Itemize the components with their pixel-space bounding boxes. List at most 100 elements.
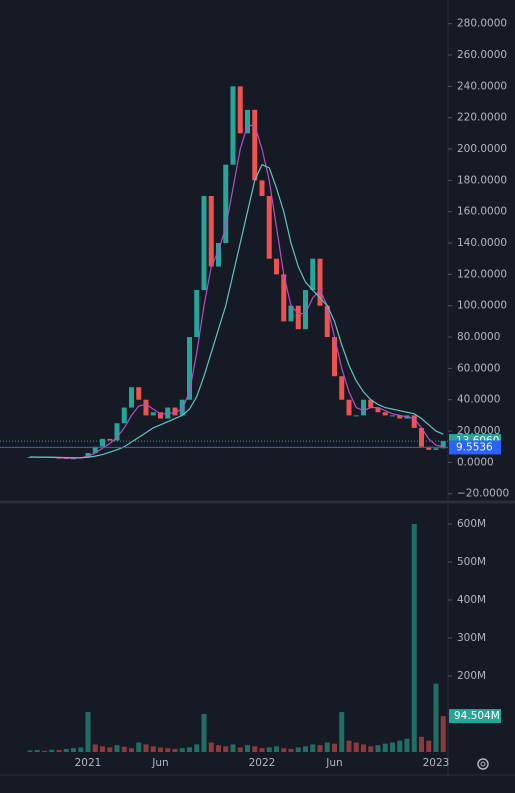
volume-bar — [34, 750, 40, 752]
price-label: 9.5536 — [456, 441, 493, 453]
volume-bar — [136, 742, 142, 752]
candle — [92, 446, 98, 453]
candle — [303, 290, 308, 330]
volume-bar — [375, 745, 381, 752]
volume-bar — [303, 746, 308, 752]
volume-bar — [56, 750, 62, 752]
volume-bar — [63, 748, 69, 752]
y-tick-label: 0.0000 — [457, 456, 494, 468]
y-tick-label: 500M — [457, 556, 486, 568]
volume-bar — [411, 524, 417, 752]
candle — [100, 438, 105, 447]
volume-bar — [266, 747, 272, 752]
volume-bar — [433, 683, 439, 752]
candle — [295, 305, 301, 330]
volume-bar — [419, 736, 424, 752]
candle — [85, 452, 91, 458]
y-tick-label: 40.0000 — [457, 394, 500, 406]
candle — [411, 415, 417, 428]
candle — [310, 258, 316, 291]
volume-bar — [310, 744, 316, 752]
x-tick-label: Jun — [325, 757, 342, 769]
y-tick-label: 60.0000 — [457, 362, 500, 374]
candle — [187, 337, 192, 400]
volume-bar — [85, 712, 91, 752]
candle — [150, 412, 156, 416]
candle — [324, 305, 330, 338]
volume-bar — [382, 743, 388, 752]
candle — [274, 258, 279, 275]
candle — [216, 243, 221, 267]
candle — [426, 446, 432, 450]
volume-bar — [100, 746, 105, 752]
candle — [158, 412, 163, 419]
candle — [288, 305, 294, 322]
y-tick-label: 240.0000 — [457, 80, 507, 92]
x-tick-label: 2023 — [423, 757, 450, 769]
volume-bar — [143, 744, 149, 752]
price-label-box — [449, 440, 501, 455]
y-tick-label: 20.0000 — [457, 425, 500, 437]
moving-average — [29, 124, 444, 459]
candle — [208, 196, 214, 267]
candle — [121, 407, 127, 424]
candle — [223, 164, 229, 244]
volume-bar — [158, 747, 163, 752]
volume-bar — [71, 748, 76, 752]
volume-bar — [440, 716, 446, 752]
y-tick-label: 120.0000 — [457, 268, 507, 280]
y-tick-label: 300M — [457, 632, 486, 644]
candle — [165, 407, 171, 419]
volume-bar — [129, 748, 134, 752]
candle — [129, 387, 134, 408]
y-tick-label: 200M — [457, 670, 486, 682]
x-tick-label: Jun — [151, 757, 168, 769]
volume-bar — [187, 747, 192, 752]
volume-bar — [216, 745, 221, 752]
volume-bar — [259, 748, 265, 752]
settings-icon[interactable] — [477, 758, 489, 770]
last-value-box — [449, 709, 501, 724]
y-tick-label: −20.0000 — [457, 488, 509, 500]
volume-bar — [295, 747, 301, 752]
y-tick-label: 160.0000 — [457, 206, 507, 218]
candle — [136, 387, 142, 400]
candle — [143, 399, 149, 416]
volume-bar — [150, 746, 156, 752]
y-tick-label: 400M — [457, 594, 486, 606]
candle — [397, 415, 403, 419]
volume-bar — [165, 748, 171, 752]
gear — [477, 758, 489, 770]
volume-bar — [397, 740, 403, 752]
candle — [390, 415, 395, 417]
volume-bar — [237, 747, 243, 752]
x-tick-label: 2021 — [75, 757, 102, 769]
y-tick-label: 180.0000 — [457, 174, 507, 186]
candle — [107, 438, 113, 441]
moving-average — [29, 163, 444, 459]
volume-bar — [274, 746, 279, 752]
x-tick-label: 2022 — [249, 757, 276, 769]
candle — [368, 399, 374, 408]
candle — [230, 86, 236, 165]
candle — [419, 427, 424, 447]
candle — [266, 196, 272, 259]
y-tick-label: 280.0000 — [457, 18, 507, 30]
volume-bar — [107, 747, 113, 752]
volume-bar — [288, 748, 294, 752]
candle — [172, 407, 178, 416]
y-tick-label: 100.0000 — [457, 300, 507, 312]
candle — [375, 407, 381, 413]
y-tick-label: 260.0000 — [457, 49, 507, 61]
volume-bar — [27, 750, 33, 752]
volume-bar — [201, 714, 207, 752]
candle — [201, 196, 207, 291]
volume-bar — [230, 744, 236, 752]
y-tick-label: 80.0000 — [457, 331, 500, 343]
volume-bar — [194, 744, 200, 752]
volume-bar — [49, 749, 55, 752]
y-tick-label: 600M — [457, 518, 486, 530]
volume-bar — [208, 742, 214, 752]
